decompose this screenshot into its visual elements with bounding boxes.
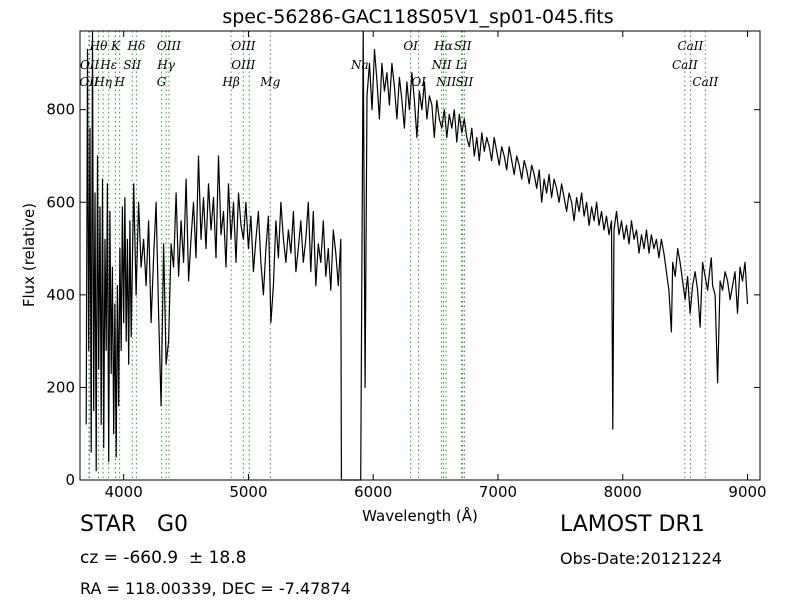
spectral-line-label: CaII: [692, 75, 718, 89]
spectral-line-label: Hγ: [156, 58, 175, 72]
plot-frame: [79, 30, 761, 481]
x-axis-ticks: 4000 5000 6000 7000 8000 9000: [105, 31, 767, 501]
x-tick-label: 5000: [229, 483, 267, 501]
spectral-line-label: OII: [80, 58, 100, 72]
survey-name: LAMOST DR1: [560, 512, 705, 537]
coordinates: RA = 118.00339, DEC = -7.47874: [80, 579, 351, 598]
spectral-line-label: H: [113, 75, 125, 89]
spectral-line-label: G: [157, 75, 167, 89]
spectral-line-label: CaII: [677, 39, 703, 53]
spectral-line-label: SII: [456, 75, 474, 89]
spectral-line-label: Hη: [93, 75, 112, 89]
spectral-line-label: OIII: [231, 58, 255, 72]
spectral-line-label: Hε: [99, 58, 117, 72]
y-tick-label: 600: [46, 193, 75, 211]
spectral-line-label: K: [110, 39, 121, 53]
spectral-line-label: OII: [79, 75, 99, 89]
y-tick-label: 400: [46, 286, 75, 304]
spectral-line-label: Hδ: [127, 39, 146, 53]
spectral-line-label: OIII: [157, 39, 181, 53]
spectral-line-label: OI: [403, 39, 418, 53]
spectral-line-label: Mg: [259, 75, 280, 89]
spectral-line-label: Na: [350, 58, 369, 72]
spectral-line-label: OIII: [231, 39, 255, 53]
y-tick-label: 0: [65, 471, 75, 489]
spectral-line-label: Hθ: [89, 39, 108, 53]
x-tick-label: 9000: [728, 483, 766, 501]
x-tick-label: 6000: [354, 483, 392, 501]
spectral-line-label: Hα: [433, 39, 453, 53]
x-tick-label: 7000: [479, 483, 517, 501]
spectral-line-label: Hβ: [221, 75, 239, 89]
spectral-line-label: CaII: [672, 58, 698, 72]
spectral-line-label: Li: [455, 58, 468, 72]
redshift-value: cz = -660.9 ± 18.8: [80, 548, 247, 568]
spectral-line-label: SII: [454, 39, 472, 53]
spectrum-series-line: [85, 30, 749, 481]
y-tick-label: 800: [46, 101, 75, 119]
observation-date: Obs-Date:20121224: [560, 549, 722, 568]
chart-title: spec-56286-GAC118S05V1_sp01-045.fits: [222, 6, 613, 28]
y-axis-ticks: 0 200 400 600 800: [46, 101, 760, 489]
spectral-line-label: OI: [411, 75, 426, 89]
x-axis-label: Wavelength (Å): [362, 506, 478, 525]
y-axis-label: Flux (relative): [20, 203, 38, 307]
spectral-line-label: NII: [431, 58, 452, 72]
spectral-line-label: NII: [435, 75, 456, 89]
y-tick-label: 200: [46, 378, 75, 396]
x-tick-label: 8000: [604, 483, 642, 501]
spectral-line-label: SII: [123, 58, 141, 72]
x-tick-label: 4000: [105, 483, 143, 501]
object-class: STAR G0: [80, 512, 189, 537]
